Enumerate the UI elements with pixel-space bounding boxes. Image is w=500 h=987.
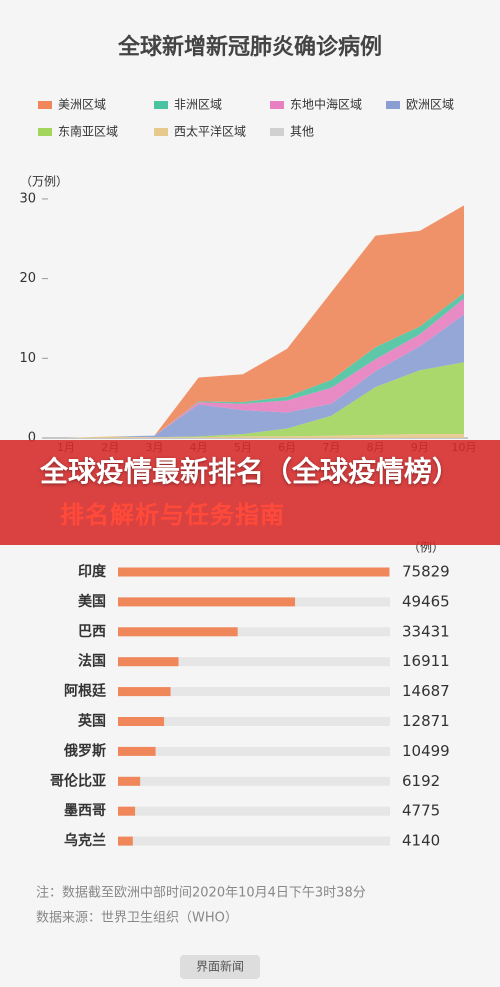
value-label: 33431 [402,622,450,640]
banner-subtitle: 排名解析与任务指南 [60,501,285,529]
legend-swatch [270,101,284,109]
area [66,205,464,438]
bar [118,657,179,667]
value-label: 10499 [402,742,450,760]
category-label: 乌克兰 [64,832,106,849]
note: 注：数据截至欧洲中部时间2020年10月4日下午3时38分 [36,886,366,901]
banner-title: 全球疫情最新排名（全球疫情榜） [39,455,460,488]
category-label: 墨西哥 [64,803,106,819]
bar [118,597,296,607]
bar [118,717,165,726]
area [66,434,464,438]
bar [118,776,141,786]
bar-track [118,657,390,667]
legend-label: 美洲区域 [58,98,106,112]
y-tick-label: 30 [19,191,36,206]
area [66,362,464,438]
category-label: 英国 [77,713,106,730]
value-label: 6192 [402,772,440,790]
y-tick-label: 0 [28,431,36,446]
y-tick-label: 20 [19,271,36,286]
bar-track [118,687,390,697]
legend-label: 其他 [290,125,314,139]
value-label: 16911 [402,652,450,670]
bar [118,746,156,756]
category-label: 阿根廷 [64,683,107,700]
legend-swatch [386,101,400,109]
category-label: 印度 [78,563,107,580]
value-label: 12871 [402,712,450,730]
bar-track [118,717,390,726]
footer: 界面新闻 [196,959,244,974]
bar [118,567,390,577]
note: 数据来源：世界卫生组织（WHO） [36,911,238,926]
bar [118,627,238,637]
bar [118,836,133,846]
bar-track [118,746,390,756]
category-label: 俄罗斯 [63,742,106,759]
bar-track [118,806,390,816]
value-label: 4775 [402,802,440,820]
area [66,298,464,438]
y-tick-label: 10 [19,351,36,366]
legend-swatch [270,128,284,136]
legend-swatch [154,101,168,109]
category-label: 法国 [78,653,106,670]
category-label: 美国 [78,593,106,610]
legend-label: 非洲区域 [174,98,222,112]
banner: 排名解析与任务指南 全球疫情最新排名（全球疫情榜） [0,440,500,545]
category-label: 哥伦比亚 [50,772,106,789]
footer-badge [180,955,260,979]
chart-title: 全球新增新冠肺炎确诊病例 [117,34,382,60]
bar [118,687,171,697]
legend-label: 东地中海区域 [290,97,362,112]
bar-track [118,627,390,637]
y-axis-label: （万例） [20,175,68,189]
category-label: 巴西 [78,624,106,640]
bar-track [118,836,390,846]
value-label: 14687 [402,682,450,700]
bar [118,806,136,816]
bar-track [118,776,390,786]
value-label: 75829 [402,563,450,581]
legend-label: 欧洲区域 [406,98,454,112]
legend-label: 东南亚区域 [58,124,118,139]
value-label: 4140 [402,832,440,850]
area [66,314,464,438]
legend-swatch [154,128,168,136]
legend-swatch [38,101,52,109]
legend-label: 西太平洋区域 [174,124,246,139]
value-label: 49465 [402,592,450,610]
legend-swatch [38,128,52,136]
